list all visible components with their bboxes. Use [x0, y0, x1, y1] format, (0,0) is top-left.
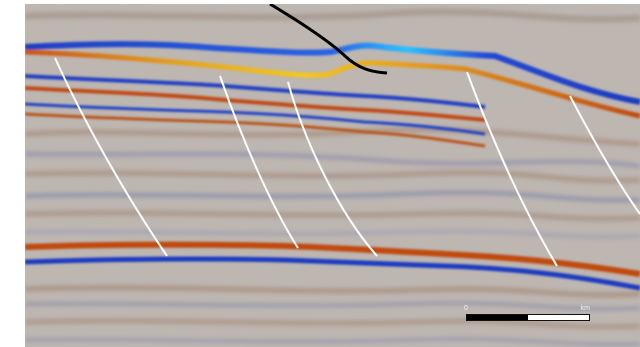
horizon-upper-blue-2 — [25, 74, 486, 109]
horizon-upper-blue — [25, 41, 640, 105]
fault-2 — [219, 75, 299, 249]
horizon-upper-blue-3 — [25, 102, 486, 136]
seismic-image — [25, 4, 640, 347]
fault-1 — [54, 57, 168, 257]
well-path — [269, 4, 388, 75]
seismic-section — [25, 4, 640, 347]
horizon-lower-blue — [25, 256, 640, 291]
scale-bar: 0 km — [464, 305, 590, 325]
horizon-upper-orange-2 — [25, 86, 486, 122]
lower-horizons — [25, 241, 640, 291]
horizon-lower-orange — [25, 241, 640, 277]
fault-3 — [287, 81, 378, 257]
horizon-upper-orange-3 — [25, 112, 486, 148]
scale-bar-graphic — [466, 314, 590, 321]
fault-lines — [54, 57, 640, 267]
scale-min-label: 0 — [464, 305, 468, 312]
scale-unit-label: km — [580, 305, 590, 312]
fault-5 — [569, 95, 640, 215]
horizon-upper-bright — [25, 49, 640, 119]
scale-segment-light — [528, 315, 589, 320]
fault-4 — [466, 71, 558, 267]
scale-segment-dark — [467, 315, 528, 320]
upper-horizons — [25, 41, 640, 148]
